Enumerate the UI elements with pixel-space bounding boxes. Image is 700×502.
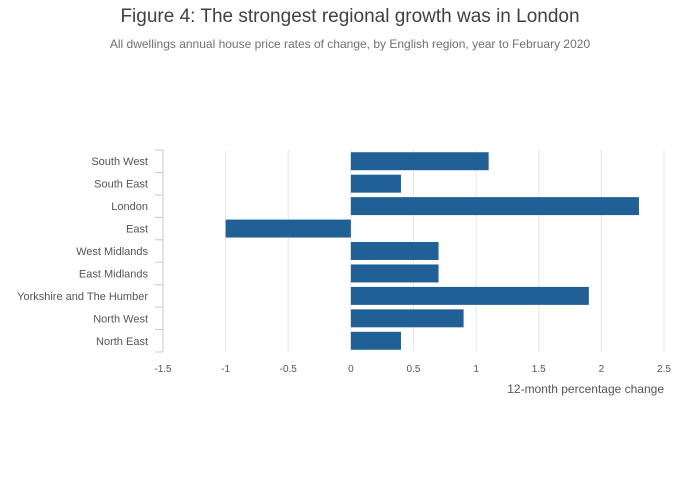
x-tick-label: 1 [473, 364, 479, 375]
y-category-label: East [126, 224, 148, 236]
x-tick-label: -1.5 [154, 364, 172, 375]
y-category-label: West Midlands [76, 246, 148, 258]
y-axis: South West South East London East West Midla… [17, 149, 164, 353]
bar [350, 264, 439, 283]
x-tick-label: 0.5 [407, 364, 421, 375]
chart-subtitle: All dwellings annual house price rates o… [109, 37, 591, 51]
bar [350, 286, 589, 305]
bar [225, 219, 351, 238]
x-tick-label: 0 [348, 364, 354, 375]
bar [350, 331, 401, 350]
y-category-label: London [111, 201, 148, 213]
y-category-label: South West [91, 156, 148, 168]
y-category-label: Yorkshire and The Humber [17, 291, 148, 303]
bar [350, 309, 464, 328]
y-category-label: North East [96, 336, 148, 348]
x-tick-label: 2.5 [657, 364, 671, 375]
chart-title: Figure 4: The strongest regional growth … [120, 6, 580, 27]
x-axis: -1.5 -1 -0.5 0 0.5 1 1.5 2 2.5 [154, 364, 671, 375]
x-tick-label: -0.5 [280, 364, 298, 375]
x-tick-label: 1.5 [532, 364, 546, 375]
y-category-label: North West [93, 313, 148, 325]
bar [350, 197, 639, 216]
y-category-label: South East [94, 179, 148, 191]
bar [350, 174, 401, 193]
x-tick-label: 2 [599, 364, 605, 375]
x-tick-label: -1 [221, 364, 230, 375]
bar [350, 152, 489, 171]
bars [225, 152, 639, 350]
bar [350, 242, 439, 260]
x-axis-title: 12-month percentage change [507, 382, 664, 396]
y-category-label: East Midlands [79, 268, 149, 280]
